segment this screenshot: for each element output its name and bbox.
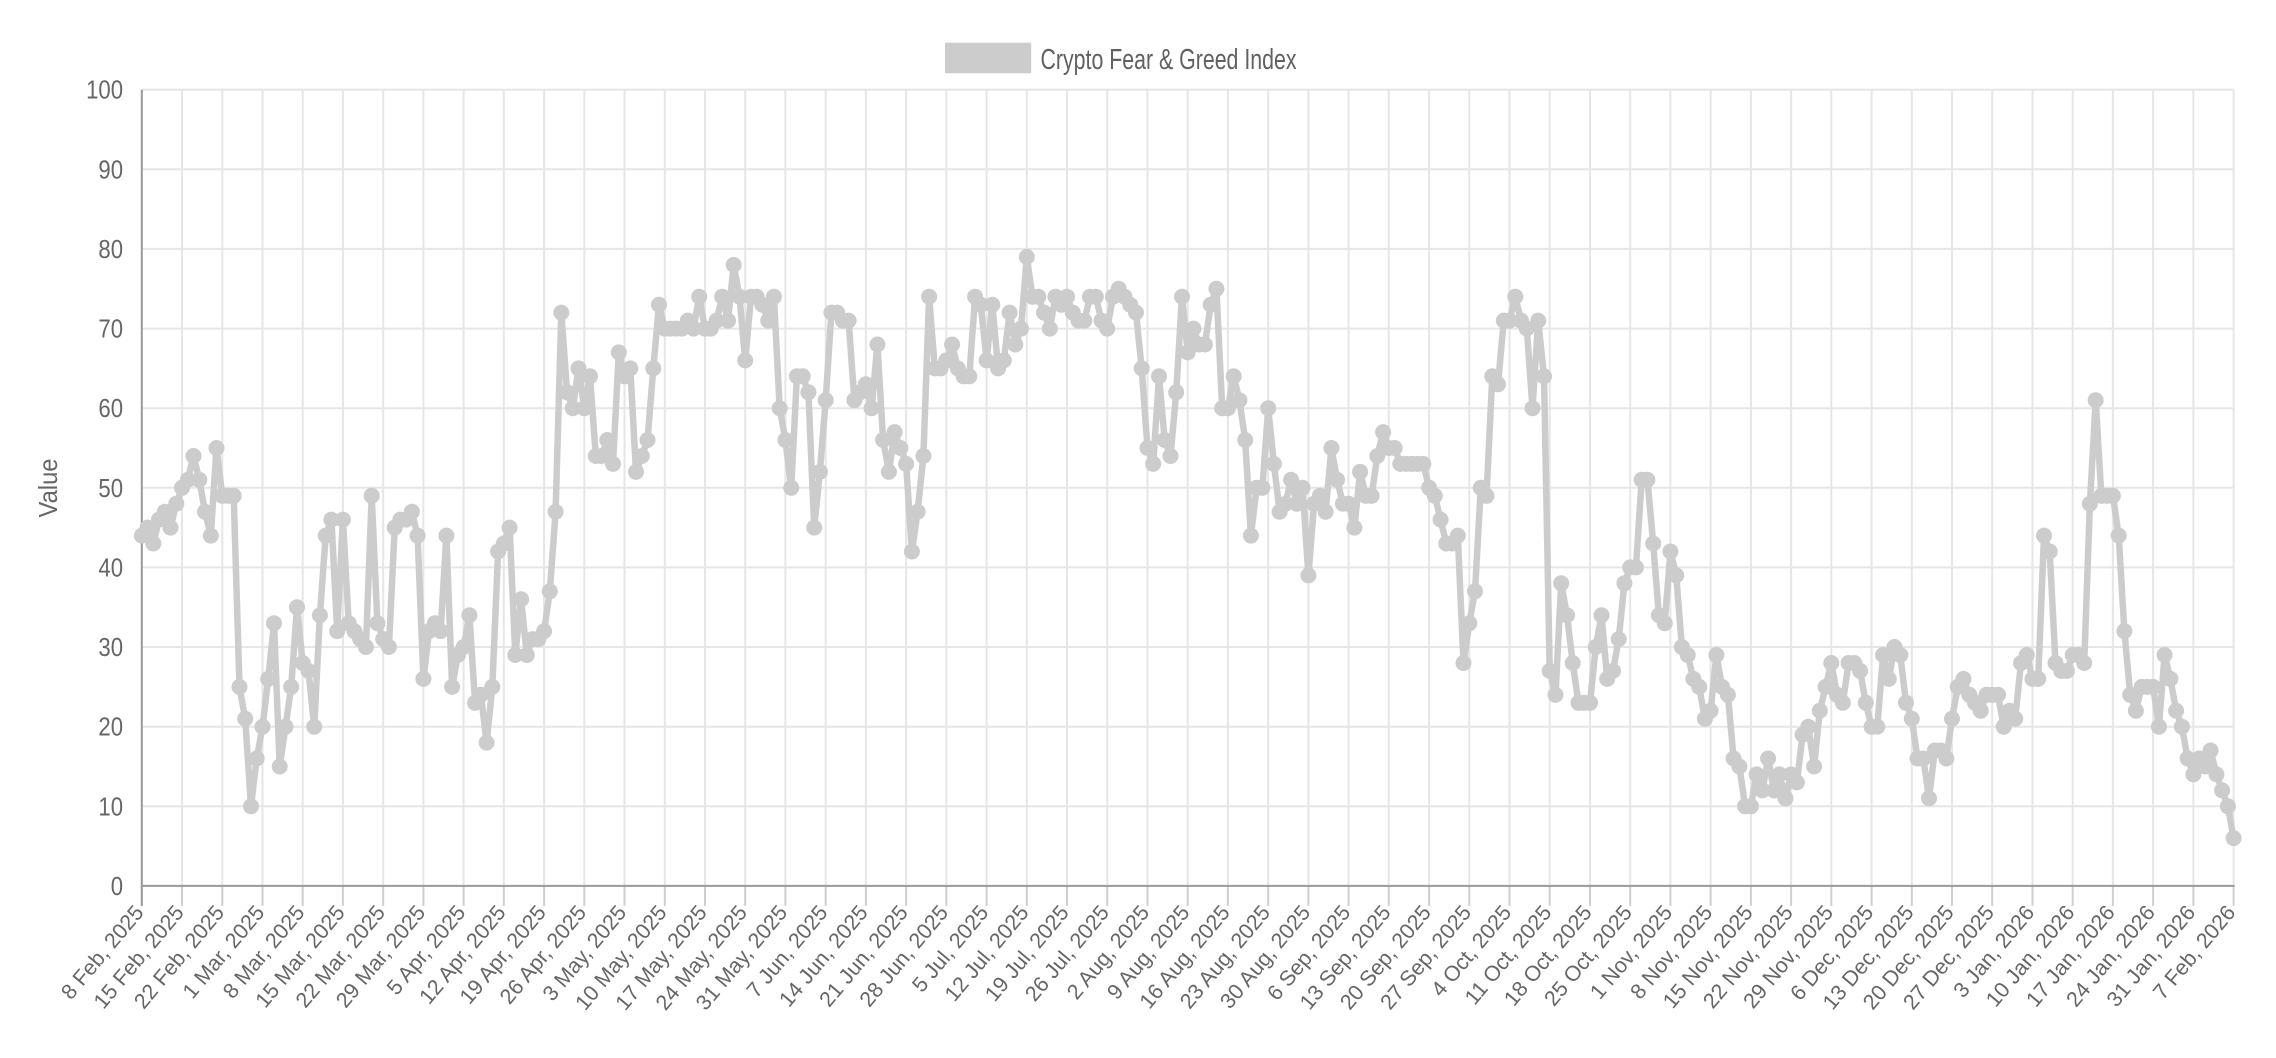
svg-text:Crypto Fear & Greed Index: Crypto Fear & Greed Index <box>1041 44 1297 76</box>
svg-text:40: 40 <box>98 552 123 582</box>
svg-text:100: 100 <box>86 75 123 105</box>
svg-text:80: 80 <box>98 234 123 264</box>
svg-text:Value: Value <box>33 459 63 518</box>
svg-text:60: 60 <box>98 393 123 423</box>
svg-text:10: 10 <box>98 791 123 821</box>
svg-text:90: 90 <box>98 154 123 184</box>
svg-text:0: 0 <box>111 871 123 901</box>
svg-text:20: 20 <box>98 712 123 742</box>
svg-text:30: 30 <box>98 632 123 662</box>
svg-text:50: 50 <box>98 473 123 503</box>
svg-text:70: 70 <box>98 314 123 344</box>
